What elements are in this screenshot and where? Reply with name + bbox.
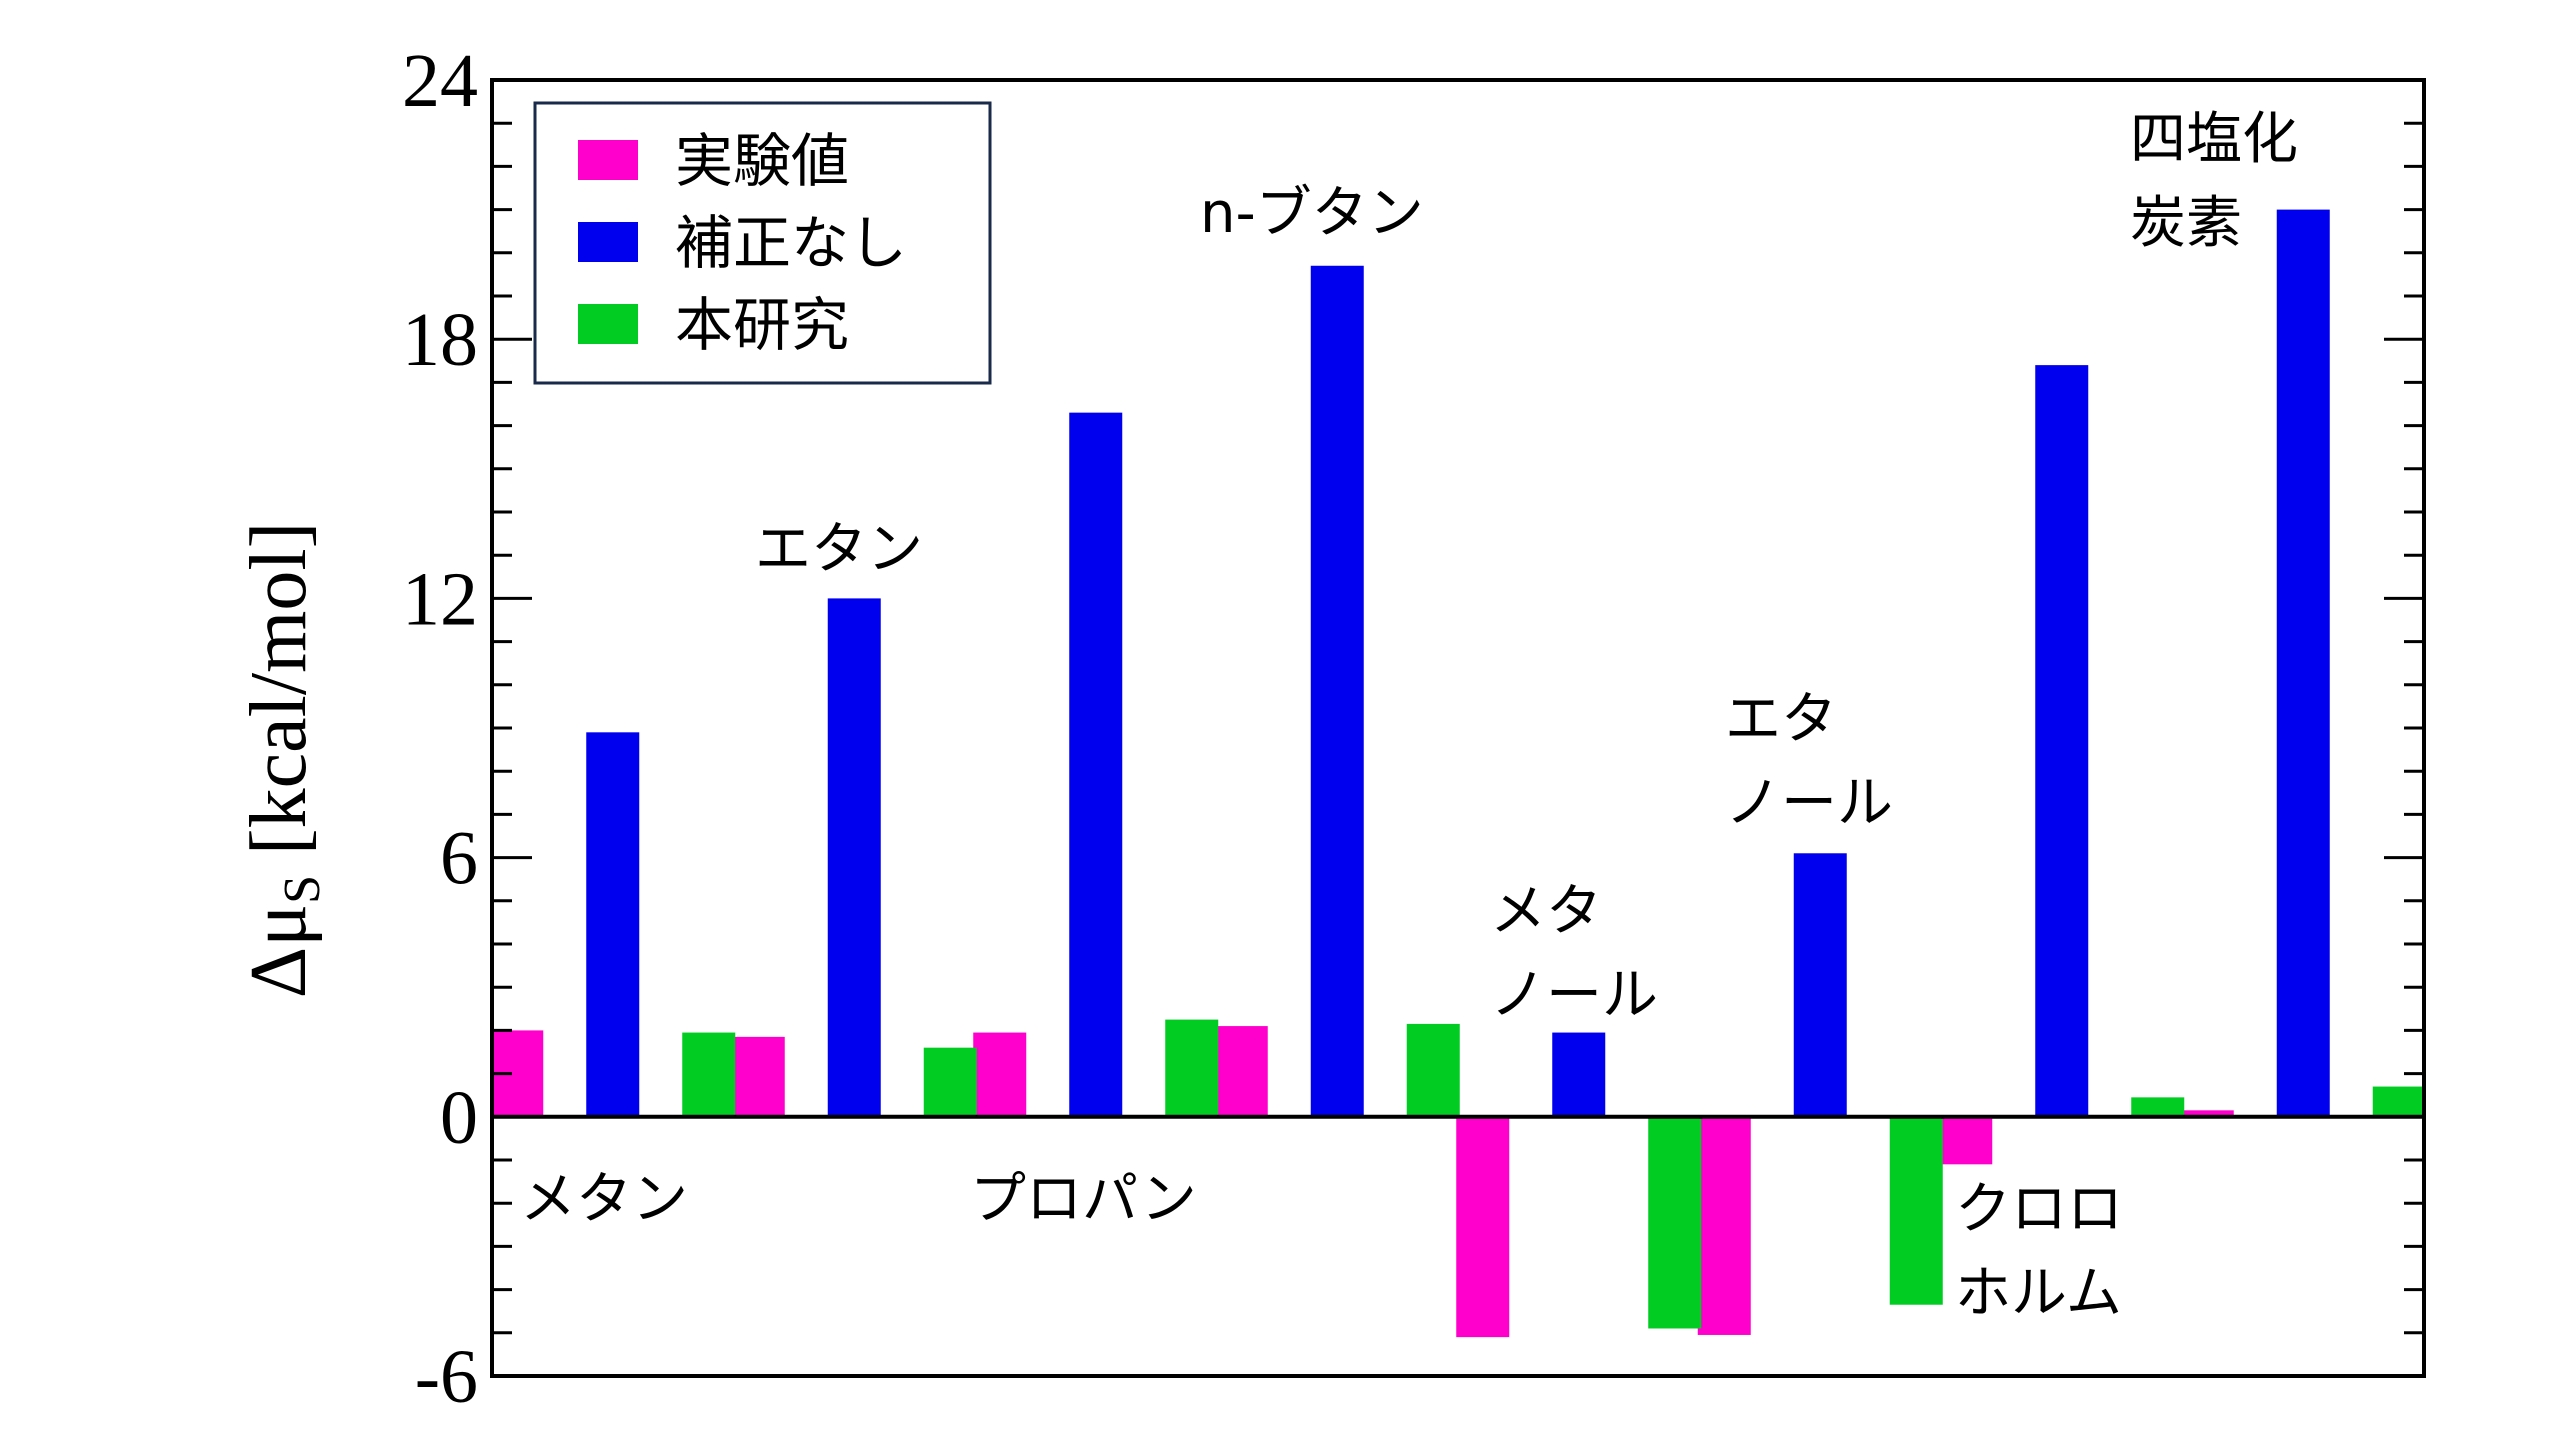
y-tick-label: 0 (440, 1076, 478, 1160)
bar-1-2 (731, 1036, 785, 1117)
category-label-line: 四塩化 (2130, 107, 2298, 172)
category-label-line: プロパン (970, 1167, 1197, 1232)
plot-frame (490, 78, 2426, 1378)
category-label-line: エタ (1725, 687, 1837, 752)
bar-3-1 (682, 1032, 736, 1117)
category-label-line: エタン (755, 517, 923, 582)
legend-swatch (578, 140, 638, 180)
bar-2-3 (1069, 412, 1123, 1117)
category-label-2: エタン (755, 517, 923, 582)
category-label-6: エタノール (1725, 687, 1893, 836)
category-label-line: メタ (1490, 879, 1602, 944)
category-label-7: クロロホルム (1955, 1177, 2123, 1326)
y-tick-label: 18 (402, 298, 478, 382)
y-axis-label: ΔμS [kcal/mol] (235, 522, 331, 998)
bar-3-8 (2372, 1086, 2426, 1117)
legend-label: 本研究 (675, 291, 849, 359)
category-label-8: 四塩化炭素 (2130, 107, 2298, 256)
bar-1-3 (973, 1032, 1027, 1117)
legend-label: 補正なし (675, 209, 907, 277)
category-label-line: ノール (1725, 771, 1893, 836)
bars-layer (490, 209, 2426, 1338)
category-label-line: 炭素 (2130, 191, 2242, 256)
bar-2-6 (1793, 853, 1847, 1117)
category-label-line: ノール (1490, 963, 1658, 1028)
category-label-line: メタン (520, 1167, 688, 1232)
bar-2-2 (827, 598, 881, 1117)
bar-3-3 (1165, 1019, 1219, 1117)
legend-swatch (578, 222, 638, 262)
category-label-line: n-ブタン (1200, 181, 1424, 246)
ticks-layer: -6 0 6 12 18 24 (402, 39, 2424, 1419)
svg-text:ΔμS [kcal/mol]: ΔμS [kcal/mol] (235, 522, 331, 998)
bar-1-6 (1697, 1116, 1751, 1335)
legend-swatch (578, 304, 638, 344)
bar-2-7 (2035, 365, 2089, 1117)
legend-label: 実験値 (675, 127, 849, 195)
y-tick-label: 24 (402, 39, 478, 123)
bar-1-7 (1939, 1116, 1993, 1165)
y-tick-label: 12 (402, 557, 478, 641)
y-tick-label: 6 (440, 817, 478, 901)
category-label-4: n-ブタン (1200, 181, 1424, 246)
bar-2-5 (1552, 1032, 1606, 1117)
bar-3-6 (1889, 1116, 1943, 1305)
bar-3-2 (923, 1047, 977, 1117)
category-label-3: プロパン (970, 1167, 1197, 1232)
bar-2-4 (1310, 265, 1364, 1117)
bar-2-8 (2276, 209, 2330, 1117)
bar-3-5 (1648, 1116, 1702, 1329)
bar-1-4 (1214, 1026, 1268, 1117)
category-label-5: メタノール (1490, 879, 1658, 1028)
y-tick-label: -6 (415, 1335, 478, 1419)
bar-1-8 (2180, 1110, 2234, 1117)
y-axis-label-unit: [kcal/mol] (235, 522, 323, 875)
category-label-line: ホルム (1955, 1261, 2122, 1326)
bar-3-7 (2131, 1097, 2185, 1117)
bar-3-4 (1406, 1023, 1460, 1117)
y-axis-label-main: Δμ (235, 904, 323, 998)
bar-2-1 (586, 732, 640, 1117)
bar-1-5 (1456, 1116, 1510, 1338)
y-axis-label-sub: S (274, 875, 331, 904)
category-label-line: クロロ (1955, 1177, 2123, 1242)
category-label-1: メタン (520, 1167, 688, 1232)
